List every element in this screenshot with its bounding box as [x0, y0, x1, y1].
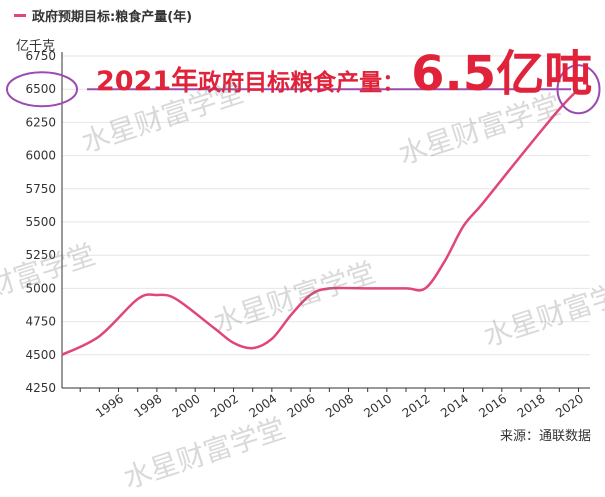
y-axis-unit: 亿千克 [16, 39, 56, 54]
x-tick-label-0: 1996 [93, 391, 126, 420]
y-tick-label-5: 5500 [25, 215, 56, 229]
y-tick-label-10: 6750 [25, 49, 56, 63]
y-tick-label-0: 4250 [25, 381, 56, 395]
y-tick-label-3: 5000 [25, 281, 56, 295]
x-tick-label-8: 2012 [400, 391, 433, 420]
highlight-ellipses [6, 64, 601, 115]
x-tick-label-2: 2000 [170, 391, 203, 420]
x-tick-label-6: 2008 [323, 391, 356, 420]
headline-year: 2021年 [96, 66, 199, 97]
series-lines [61, 88, 580, 356]
y-tick-label-2: 4750 [25, 315, 56, 329]
headline-value: 6.5亿吨 [411, 46, 593, 102]
line-chart: 4250 4500 4750 5000 5250 5500 5750 6000 6250 6500… [6, 49, 601, 420]
x-tick-label-7: 2010 [361, 391, 394, 420]
legend: 政府预期目标:粮食产量(年) [14, 6, 192, 25]
legend-label: 政府预期目标:粮食产量(年) [32, 10, 193, 25]
x-tick-labels: 1996 1998 2000 2002 2004 2006 2008 2010 2012 2014… [93, 391, 586, 420]
y-tick-label-6: 5750 [25, 182, 56, 196]
axes [61, 52, 590, 392]
x-tick-label-11: 2018 [515, 391, 548, 420]
y-tick-label-7: 6000 [25, 149, 56, 163]
y-tick-label-1: 4500 [25, 348, 56, 362]
headline-annotation: 2021年 政府目标粮食产量： 6.5亿吨 [96, 34, 592, 104]
endpoint-highlight-ellipse [556, 64, 601, 115]
x-tick-label-3: 2002 [208, 391, 241, 420]
y-tick-labels: 4250 4500 4750 5000 5250 5500 5750 6000 6250 6500… [25, 49, 56, 395]
y-tick-label-4: 5250 [25, 248, 56, 262]
x-tick-label-5: 2006 [285, 391, 318, 420]
y-tick-highlight-ellipse [6, 71, 78, 108]
x-tick-label-10: 2016 [476, 391, 509, 420]
legend-swatch [14, 14, 26, 17]
x-tick-label-1: 1998 [131, 391, 164, 420]
source-note: 来源：通联数据 [499, 429, 591, 444]
y-tick-label-9: 6500 [25, 82, 56, 96]
y-tick-label-8: 6250 [25, 115, 56, 129]
series-line-0 [61, 88, 580, 356]
x-tick-label-9: 2014 [438, 391, 471, 420]
x-tick-label-12: 2020 [553, 391, 586, 420]
headline-text: 政府目标粮食产量： [198, 70, 406, 96]
